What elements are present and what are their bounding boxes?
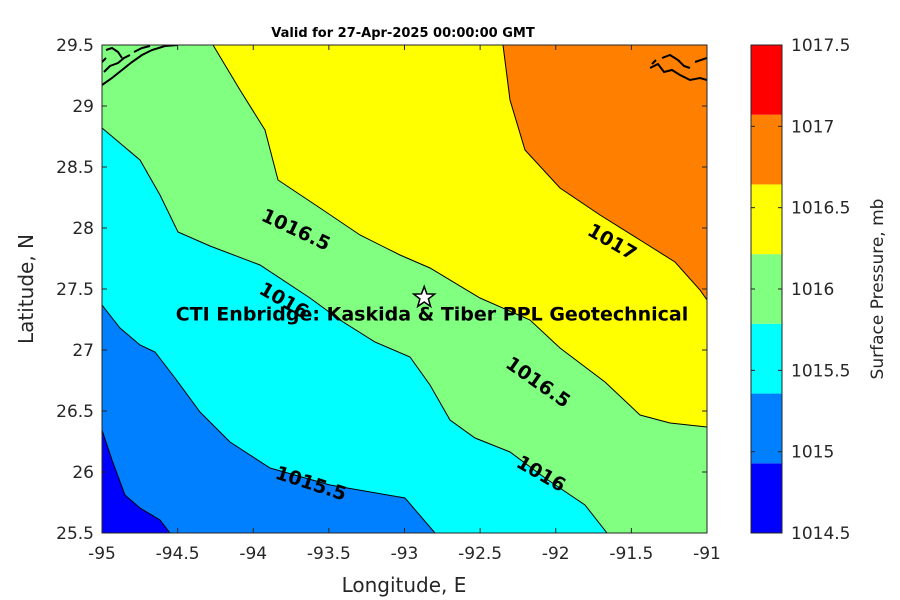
y-axis: 25.5 26 26.5 27 27.5 28 28.5 29 29.5 (56, 36, 707, 544)
map-title: Valid for 27-Apr-2025 00:00:00 GMT (271, 26, 535, 41)
colorbar-tick-label: 1015 (791, 443, 834, 463)
site-marker: CTI Enbridge: Kaskida & Tiber PPL Geotec… (176, 284, 689, 326)
x-tick-label: -91.5 (609, 544, 653, 564)
y-tick-label: 26.5 (56, 402, 94, 422)
colorbar-segment (751, 45, 782, 115)
star-icon (411, 284, 437, 309)
x-tick-label: -95 (88, 544, 116, 564)
contour-line-1016 (102, 127, 608, 533)
band-1014.5-1015 (102, 430, 170, 533)
colorbar-tick-label: 1017 (791, 117, 834, 137)
colorbar-segment (751, 184, 782, 255)
band-1017-1017.5 (503, 45, 707, 300)
y-tick-label: 29 (72, 97, 94, 117)
colorbar-tick-label: 1015.5 (791, 361, 850, 381)
colorbar-segment (751, 114, 782, 185)
y-tick-label: 25.5 (56, 524, 94, 544)
colorbar-tick-label: 1016.5 (791, 199, 850, 219)
colorbar-tick-label: 1017.5 (791, 36, 850, 56)
contour-lines (102, 45, 707, 533)
y-tick-label: 28 (72, 219, 94, 239)
colorbar-label: Surface Pressure, mb (868, 199, 888, 380)
x-tick-label: -92.5 (458, 544, 502, 564)
colorbar: 1014.5 1015 1015.5 1016 1016.5 1017 1017.5 (750, 36, 850, 544)
contour-line-1015 (102, 429, 171, 533)
x-tick-label: -91 (693, 544, 721, 564)
contour-bands (102, 45, 707, 533)
x-tick-label: -94.5 (156, 544, 200, 564)
x-tick-label: -93.5 (307, 544, 351, 564)
y-tick-label: 27.5 (56, 280, 94, 300)
x-tick-label: -92 (542, 544, 570, 564)
colorbar-segment (751, 323, 782, 394)
y-tick-label: 29.5 (56, 36, 94, 56)
contour-line-1017 (502, 45, 707, 301)
colorbar-tick-label: 1014.5 (791, 524, 850, 544)
x-axis: -95 -94.5 -94 -93.5 -93 -92.5 -92 -91.5 -91 (88, 45, 721, 564)
site-label: CTI Enbridge: Kaskida & Tiber PPL Geotec… (176, 304, 689, 326)
coastline-texas (102, 45, 179, 86)
colorbar-segment (751, 254, 782, 324)
colorbar-tick-label: 1016 (791, 280, 834, 300)
contour-line-1016.5 (212, 45, 707, 428)
coastline-louisiana (649, 53, 707, 82)
x-tick-label: -94 (239, 544, 267, 564)
x-axis-label: Longitude, E (342, 573, 467, 597)
colorbar-segment (751, 393, 782, 464)
coastline (102, 45, 707, 86)
x-tick-label: -93 (391, 544, 419, 564)
y-tick-label: 28.5 (56, 158, 94, 178)
y-tick-label: 26 (72, 463, 94, 483)
y-axis-label: Latitude, N (14, 234, 38, 344)
y-tick-label: 27 (72, 341, 94, 361)
contour-line-1015.5 (102, 304, 436, 533)
colorbar-segment (751, 463, 782, 533)
